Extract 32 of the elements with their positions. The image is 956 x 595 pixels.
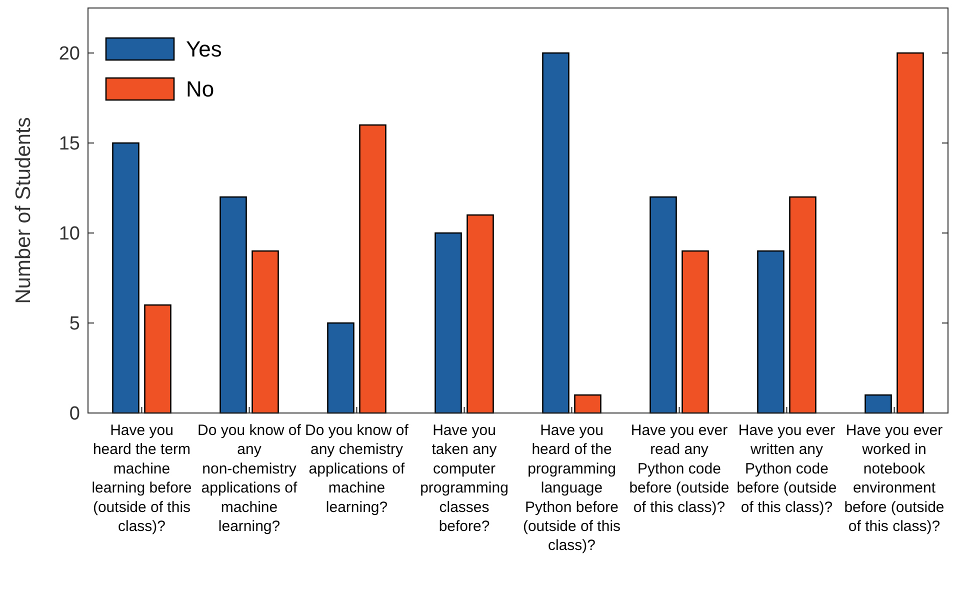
bar	[144, 304, 172, 414]
bar	[542, 52, 570, 414]
bar	[682, 250, 709, 414]
bar	[252, 250, 279, 414]
bar	[757, 250, 784, 414]
y-tick-label: 15	[58, 134, 80, 155]
bar	[650, 196, 677, 414]
bar	[864, 394, 892, 414]
legend-label: No	[186, 76, 214, 102]
y-tick-label: 10	[58, 224, 80, 245]
bar	[359, 124, 386, 414]
x-tick-label: Do you know of any chemistry applications of machine learning?	[305, 422, 410, 516]
y-axis-title: Number of Students	[12, 117, 35, 304]
x-tick-label: Have you heard the term machine learning before (outside of this class)?	[92, 422, 192, 535]
bar	[434, 232, 462, 414]
x-tick-label: Do you know of any non-chemistry applications of machine learning?	[198, 422, 302, 535]
x-tick-label: Have you taken any computer programming classes before?	[420, 422, 508, 535]
bar	[327, 322, 354, 414]
legend-label: Yes	[186, 36, 222, 62]
x-tick-label: Have you ever read any Python code before (outside of this class)?	[629, 422, 730, 516]
x-tick-label: Have you heard of the programming language Python before (outside of this class)?	[522, 422, 621, 554]
x-tick-label: Have you ever worked in notebook environment before (outside of this class)?	[844, 422, 944, 535]
bar	[112, 142, 140, 414]
bar	[466, 214, 494, 414]
y-tick-label: 20	[58, 44, 80, 65]
bar	[574, 394, 602, 414]
bar	[789, 196, 816, 414]
y-tick-label: 0	[69, 404, 80, 425]
x-tick-label: Have you ever written any Python code before (outside of this class)?	[736, 422, 837, 516]
bar	[220, 196, 247, 414]
y-tick-label: 5	[69, 314, 80, 335]
bar	[896, 52, 924, 414]
